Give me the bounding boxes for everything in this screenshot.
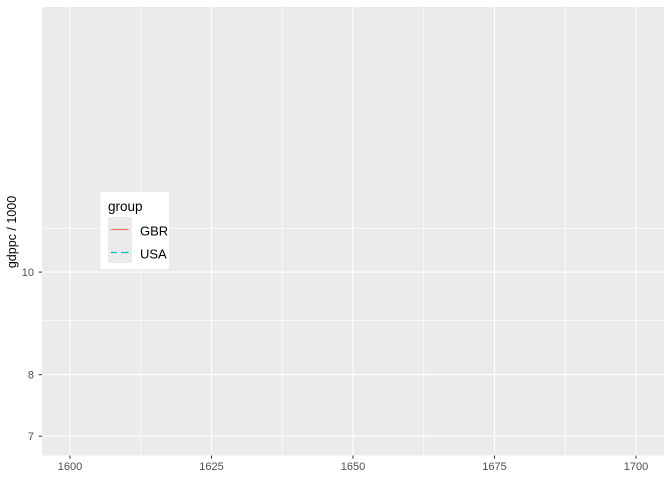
svg-text:GBR: GBR [140,224,168,239]
svg-text:1600: 1600 [58,461,82,473]
svg-text:1650: 1650 [341,461,365,473]
svg-text:USA: USA [140,247,167,262]
svg-text:10: 10 [22,267,34,279]
svg-text:gdppc / 1000: gdppc / 1000 [5,196,19,268]
svg-text:8: 8 [28,370,34,382]
svg-text:1675: 1675 [482,461,506,473]
svg-text:7: 7 [28,431,34,443]
svg-text:1700: 1700 [624,461,648,473]
svg-text:1625: 1625 [199,461,223,473]
svg-text:group: group [108,199,143,214]
